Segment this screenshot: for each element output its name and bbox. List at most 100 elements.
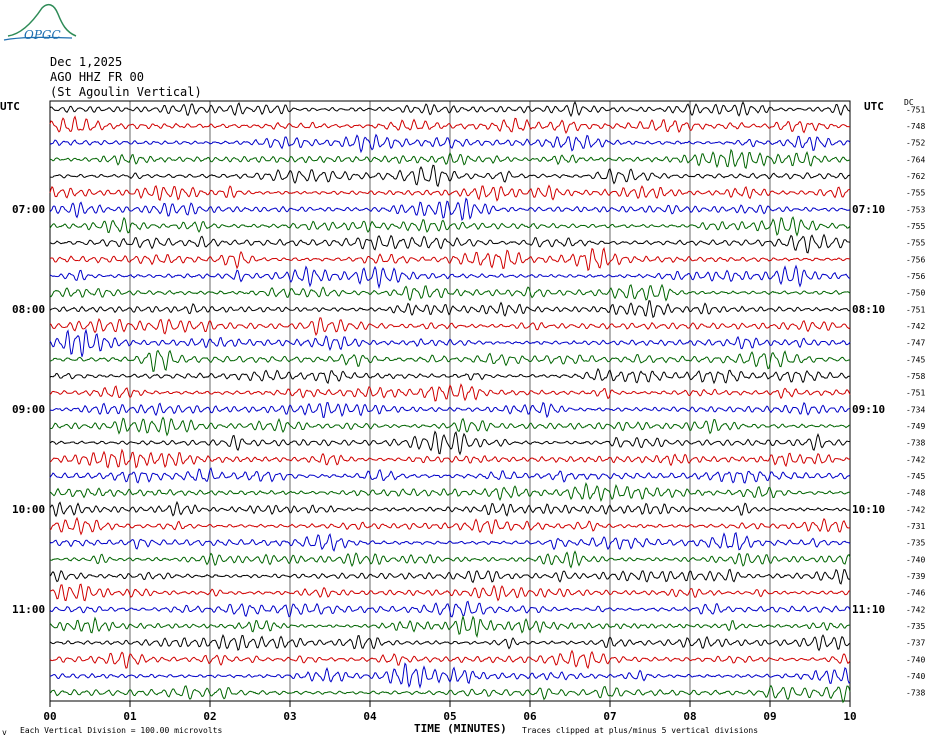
dc-offset-label: -751 [906,105,925,114]
dc-offset-label: -752 [906,139,925,148]
dc-offset-label: -745 [906,355,925,364]
seismic-trace [49,233,851,254]
dc-offset-label: -762 [906,172,925,181]
x-tick-label: 04 [363,710,377,723]
seismic-trace [49,383,851,402]
x-tick-label: 02 [203,710,216,723]
right-hour-label: 11:10 [852,603,886,616]
dc-offset-label: -734 [906,405,925,414]
logo-underline [3,36,73,41]
seismic-trace [49,133,851,154]
seismic-trace [49,430,851,456]
seismic-trace [49,516,851,536]
seismic-trace [49,247,851,272]
seismic-trace [49,662,851,689]
right-hour-label: 08:10 [852,303,886,316]
dc-offset-label: -735 [906,539,925,548]
x-tick-label: 00 [43,710,56,723]
dc-offset-label: -756 [906,255,925,264]
seismic-trace [49,649,851,670]
left-hour-label: 11:00 [12,603,46,616]
right-hour-label: 10:10 [852,503,886,516]
seismic-trace [49,164,851,188]
dc-offset-label: -738 [906,689,925,698]
seismic-trace [49,317,851,336]
dc-title: DC [904,98,914,107]
dc-offset-label: -740 [906,555,925,564]
corner-mark: v [2,728,7,737]
record-date: Dec 1,2025 [50,55,123,69]
left-hour-label: 08:00 [12,303,46,316]
x-tick-label: 09 [763,710,776,723]
x-tick-label: 07 [603,710,616,723]
x-tick-label: 06 [523,710,537,723]
seismic-trace [49,197,851,222]
seismic-trace [49,550,851,569]
seismic-trace [49,633,851,652]
dc-offset-label: -748 [906,489,925,498]
right-hour-label: 09:10 [852,403,886,416]
x-tick-label: 03 [283,710,296,723]
seismic-trace [49,448,851,469]
dc-offset-label: -740 [906,672,925,681]
dc-offset-label: -745 [906,472,925,481]
seismic-trace [49,115,851,134]
scale-note: Each Vertical Division = 100.00 microvol… [20,726,223,735]
dc-offset-label: -748 [906,122,925,131]
left-hour-label: 09:00 [12,403,46,416]
left-hour-label: 07:00 [12,203,46,216]
left-utc-title: UTC [0,100,20,113]
seismic-trace [49,614,851,638]
dc-offset-label: -746 [906,589,925,598]
seismic-trace [49,328,851,357]
dc-offset-label: -756 [906,272,925,281]
dc-offset-label: -747 [906,339,925,348]
dc-offset-label: -753 [906,205,925,214]
x-tick-label: 08 [683,710,696,723]
clip-note: Traces clipped at plus/minus 5 vertical … [522,726,759,735]
logo-text: OPGC [24,28,61,42]
x-axis-title: TIME (MINUTES) [414,722,507,735]
right-hour-label: 07:10 [852,203,886,216]
dc-offset-label: -737 [906,639,925,648]
seismic-trace [49,401,851,419]
seismic-trace [49,264,851,290]
seismic-trace [49,349,851,372]
seismic-trace [49,184,851,202]
dc-offset-label: -751 [906,305,925,314]
seismic-trace [49,283,851,302]
seismic-trace [49,583,851,602]
seismic-trace [49,148,851,170]
station-location: (St Agoulin Vertical) [50,85,202,99]
dc-offset-label: -764 [906,155,925,164]
dc-offset-label: -749 [906,422,925,431]
seismic-trace [49,568,851,585]
dc-offset-label: -738 [906,439,925,448]
seismic-trace [49,300,851,319]
dc-offset-label: -739 [906,572,925,581]
seismic-trace [49,101,851,118]
dc-offset-label: -742 [906,455,925,464]
seismic-trace [49,367,851,385]
dc-offset-label: -735 [906,622,925,631]
x-tick-label: 10 [843,710,856,723]
right-utc-title: UTC [864,100,884,113]
seismic-trace [49,467,851,484]
dc-offset-label: -742 [906,322,925,331]
seismic-trace [49,482,851,502]
seismic-trace [49,684,851,704]
seismic-trace [49,416,851,437]
seismic-trace [49,532,851,552]
dc-offset-label: -740 [906,655,925,664]
dc-offset-label: -750 [906,289,925,298]
seismic-trace [49,600,851,618]
station-code: AGO HHZ FR 00 [50,70,144,84]
dc-offset-label: -751 [906,389,925,398]
dc-offset-label: -758 [906,372,925,381]
opgc-logo [3,3,77,41]
dc-offset-label: -755 [906,222,925,231]
dc-offset-label: -731 [906,522,925,531]
left-hour-label: 10:00 [12,503,46,516]
x-tick-label: 05 [443,710,456,723]
